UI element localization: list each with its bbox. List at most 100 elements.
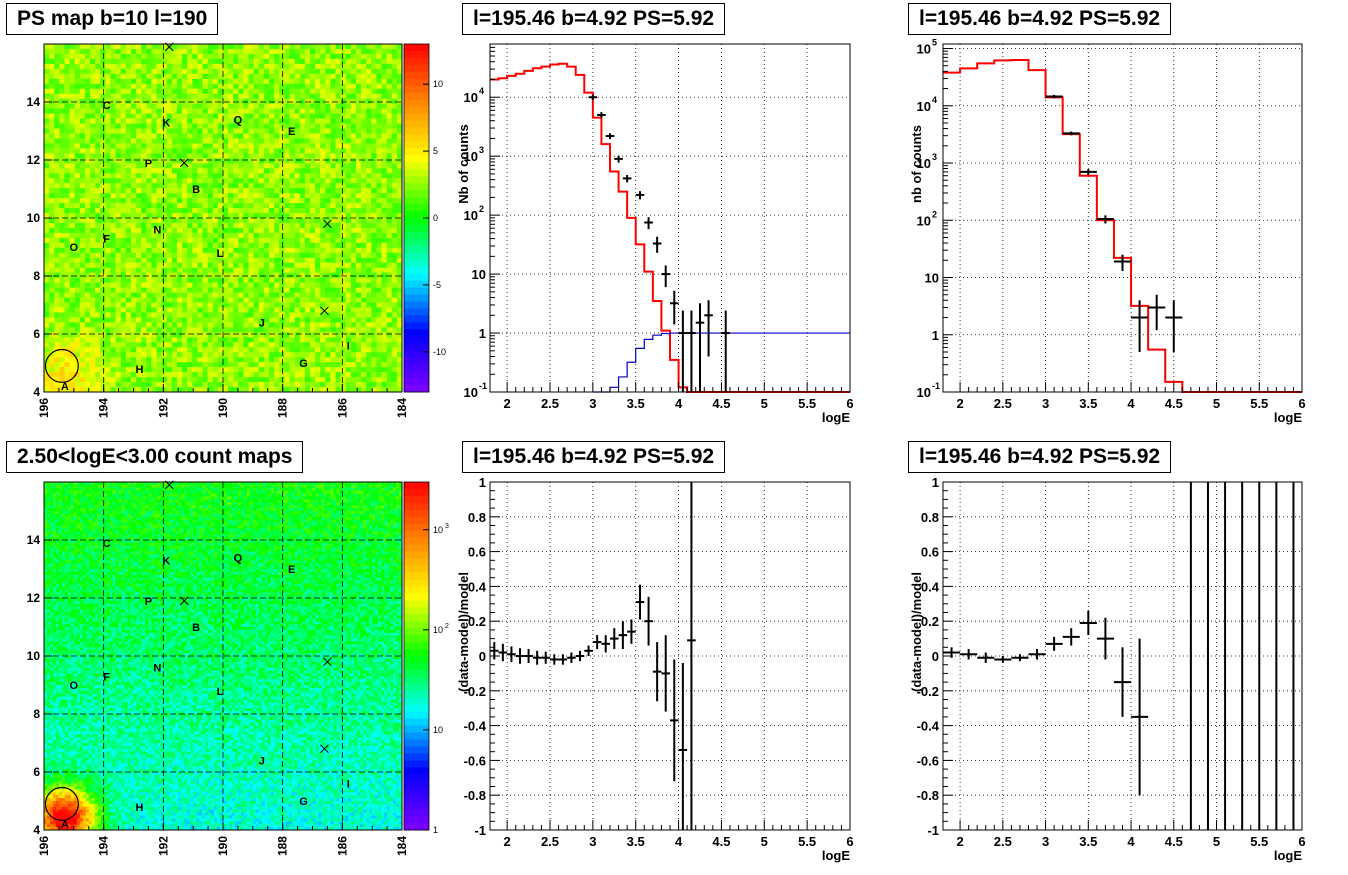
data-point xyxy=(597,112,606,118)
data-point xyxy=(1148,294,1166,331)
map-ytick-label: 14 xyxy=(27,95,41,109)
map-cross-marker xyxy=(179,596,189,606)
plot-xtick-label: 6 xyxy=(1298,834,1305,849)
plot-ytick-label: 0.4 xyxy=(921,579,940,594)
plot-ytick-exponent: 2 xyxy=(932,209,937,219)
data-point xyxy=(592,635,602,650)
map-cross-marker xyxy=(320,306,329,316)
scale-tick-label: 10 xyxy=(433,79,443,89)
plot-xtick-label: 5.5 xyxy=(1250,396,1268,411)
map-circle-marker xyxy=(44,786,79,821)
data-point xyxy=(687,310,696,392)
plot-xlabel: logE xyxy=(822,848,850,863)
plot-ylabel: nb of counts xyxy=(909,125,924,203)
plot-xtick-label: 3 xyxy=(589,834,596,849)
plot-ytick-exponent: 4 xyxy=(932,95,937,105)
data-point xyxy=(1131,638,1149,796)
map-source-label: N xyxy=(153,663,161,675)
data-point xyxy=(635,191,645,200)
plot-ylabel: Nb of counts xyxy=(456,124,471,203)
plot-ytick-label: -0.8 xyxy=(464,788,486,803)
plot-xtick-label: 5 xyxy=(761,396,768,411)
plot-ytick-label: 10 xyxy=(464,90,478,105)
plot-xtick-label: 2 xyxy=(956,396,963,411)
map-cross-marker xyxy=(164,480,174,490)
plot-ytick-label: 1 xyxy=(932,328,939,343)
data-point xyxy=(1165,300,1183,352)
plot-xtick-label: 3 xyxy=(589,396,596,411)
plot-area xyxy=(943,44,1302,392)
data-point xyxy=(1045,94,1063,99)
map-source-label: O xyxy=(70,680,79,692)
plot-ytick-label: 10 xyxy=(464,385,478,400)
plot-ytick-label: -0.2 xyxy=(917,684,939,699)
map-source-label: Q xyxy=(234,552,243,564)
map-xtick-label: 184 xyxy=(395,836,409,856)
map-xtick-label: 196 xyxy=(37,398,51,418)
map-cross-marker xyxy=(179,158,189,168)
map-ytick-label: 4 xyxy=(33,385,40,399)
map-color-scale: 10 5 0 -5 -10 xyxy=(403,43,446,393)
data-point xyxy=(1113,254,1132,271)
data-point xyxy=(605,133,615,140)
plot-ytick-exponent: -1 xyxy=(932,381,940,391)
plot-ytick-label: 10 xyxy=(917,385,931,400)
map-ytick-label: 14 xyxy=(27,533,41,547)
data-point xyxy=(1096,617,1114,660)
data-point xyxy=(661,265,670,288)
data-point xyxy=(1062,628,1080,646)
map-ytick-label: 10 xyxy=(27,649,41,663)
data-point xyxy=(1062,131,1080,136)
data-point xyxy=(532,650,542,665)
plot-ytick-label: 0.4 xyxy=(468,579,487,594)
data-point xyxy=(558,654,568,665)
data-point xyxy=(601,635,610,653)
plot-ytick-exponent: 4 xyxy=(479,86,484,96)
map-source-label: Q xyxy=(234,114,243,126)
data-point xyxy=(1011,654,1029,662)
plot-xtick-label: 4 xyxy=(675,396,683,411)
data-point xyxy=(567,652,576,663)
map-source-label: N xyxy=(153,225,161,237)
title-spectrum-2: l=195.46 b=4.92 PS=5.92 xyxy=(908,3,1172,35)
plot-xtick-label: 4 xyxy=(675,834,683,849)
plot-xtick-label: 2 xyxy=(504,396,511,411)
plot-ylabel: (data-model)/model xyxy=(909,572,924,692)
map-xtick-label: 188 xyxy=(276,836,290,856)
plot-xtick-label: 6 xyxy=(846,834,853,849)
data-point xyxy=(670,659,679,782)
plot-xtick-label: 3 xyxy=(1042,834,1049,849)
plot-ytick-label: 10 xyxy=(917,213,931,228)
map-xtick-label: 192 xyxy=(156,836,170,856)
map-source-label: K xyxy=(162,555,170,567)
data-point xyxy=(627,619,636,644)
plot-xtick-label: 4.5 xyxy=(1165,396,1183,411)
map-ytick-label: 6 xyxy=(33,327,40,341)
scale-tick-label: -10 xyxy=(433,347,446,357)
data-point xyxy=(524,649,533,663)
map-panel-3: 196 194 192 190 188 186 184468101214ABCEFGHIJK… xyxy=(27,480,449,856)
data-point xyxy=(635,584,645,620)
model-step-line xyxy=(490,62,850,393)
data-point xyxy=(704,300,713,357)
map-cross-marker xyxy=(320,744,329,754)
plot-ytick-label: -0.4 xyxy=(917,719,940,734)
data-point xyxy=(687,482,696,830)
data-point xyxy=(644,217,653,230)
map-source-label: P xyxy=(145,158,152,170)
plot-xtick-label: 2.5 xyxy=(541,834,559,849)
map-xtick-label: 184 xyxy=(395,398,409,418)
plot-xtick-label: 5 xyxy=(1213,834,1220,849)
data-point xyxy=(614,155,623,163)
scale-tick-label: 10 xyxy=(433,625,443,635)
map-xtick-label: 190 xyxy=(216,836,230,856)
plot-xtick-label: 2.5 xyxy=(994,396,1012,411)
plot-xtick-label: 5.5 xyxy=(798,396,816,411)
data-point xyxy=(618,621,628,650)
data-point xyxy=(678,662,688,830)
data-point xyxy=(678,310,688,392)
map-xtick-label: 186 xyxy=(335,836,349,856)
data-point xyxy=(661,635,670,712)
data-point xyxy=(490,642,499,660)
plot-xtick-label: 4 xyxy=(1127,834,1135,849)
